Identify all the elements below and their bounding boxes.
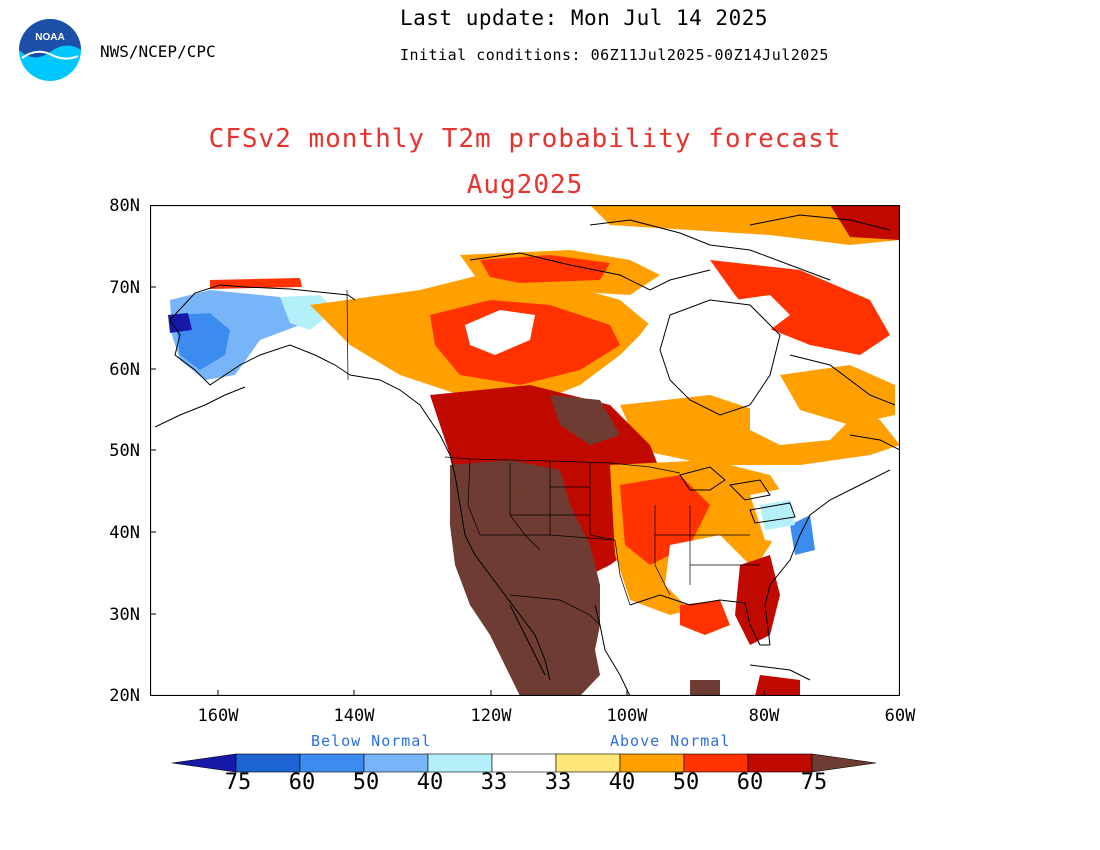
above-normal-label: Above Normal bbox=[610, 732, 731, 750]
lat-label: 80N bbox=[109, 196, 140, 216]
map-subtitle: Aug2025 bbox=[466, 170, 584, 200]
coastlines bbox=[154, 214, 900, 696]
legend-value: 50 bbox=[352, 770, 380, 795]
legend-value: 75 bbox=[224, 770, 252, 795]
legend-value: 40 bbox=[416, 770, 444, 795]
lon-label: 80W bbox=[748, 706, 780, 726]
last-update-text: Last update: Mon Jul 14 2025 bbox=[400, 6, 769, 30]
lon-label: 120W bbox=[470, 706, 512, 726]
legend-value: 33 bbox=[480, 770, 508, 795]
lat-ticks bbox=[150, 286, 156, 615]
map-title: CFSv2 monthly T2m probability forecast bbox=[208, 124, 842, 154]
initial-conditions-text: Initial conditions: 06Z11Jul2025-00Z14Ju… bbox=[400, 46, 829, 64]
lon-ticks bbox=[217, 690, 765, 696]
lat-label: 30N bbox=[109, 605, 140, 625]
legend-value: 60 bbox=[288, 770, 316, 795]
forecast-shading bbox=[168, 205, 900, 696]
lon-label: 140W bbox=[333, 706, 375, 726]
borders bbox=[346, 289, 760, 626]
lat-label: 20N bbox=[109, 686, 140, 706]
lat-label: 60N bbox=[109, 360, 140, 380]
noaa-logo-text: NOAA bbox=[35, 32, 64, 43]
lon-label: 60W bbox=[884, 706, 916, 726]
lat-label: 50N bbox=[109, 441, 140, 461]
lon-label: 160W bbox=[197, 706, 239, 726]
lat-label: 40N bbox=[109, 523, 140, 543]
lon-label: 100W bbox=[606, 706, 648, 726]
legend-value: 75 bbox=[800, 770, 828, 795]
legend-value: 50 bbox=[672, 770, 700, 795]
color-legend bbox=[171, 753, 877, 773]
below-normal-label: Below Normal bbox=[311, 732, 432, 750]
legend-value: 33 bbox=[544, 770, 572, 795]
org-label: NWS/NCEP/CPC bbox=[100, 42, 216, 61]
legend-value: 60 bbox=[736, 770, 764, 795]
legend-swatch bbox=[811, 753, 877, 773]
noaa-logo-icon: NOAA bbox=[19, 19, 81, 81]
lat-label: 70N bbox=[109, 278, 140, 298]
probability-map bbox=[150, 205, 900, 696]
legend-value: 40 bbox=[608, 770, 636, 795]
